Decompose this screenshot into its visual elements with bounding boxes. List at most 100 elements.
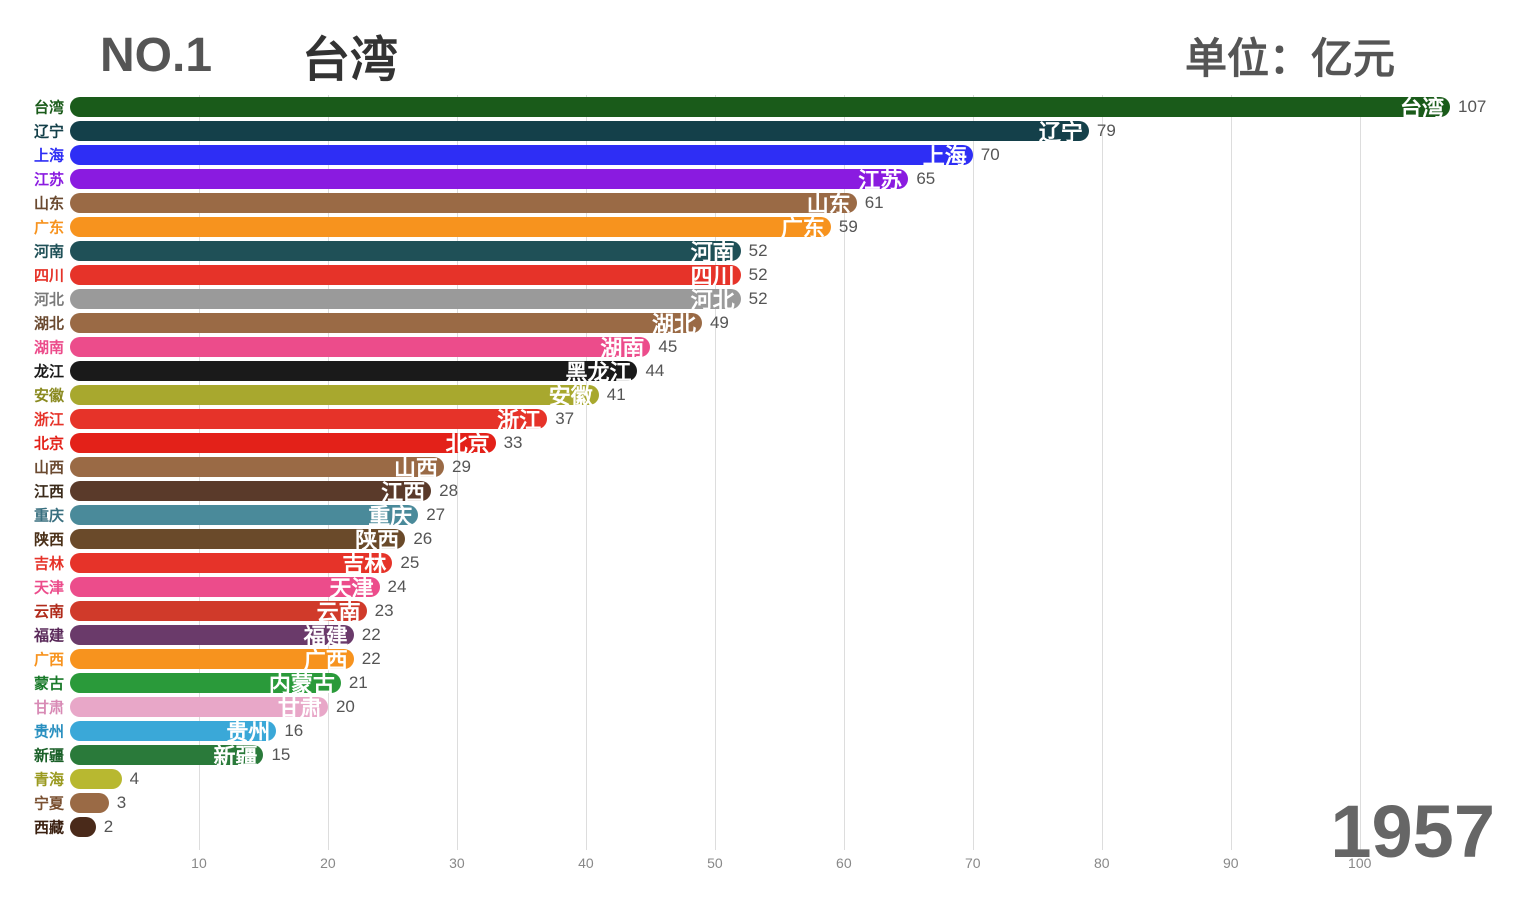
bar-row: 福建福建22 [70, 623, 1450, 647]
xtick-label: 80 [1094, 855, 1110, 871]
y-axis-label: 台湾 [34, 97, 64, 118]
bar-value-label: 22 [362, 649, 381, 669]
bar-row: 上海上海70 [70, 143, 1450, 167]
xtick-label: 50 [707, 855, 723, 871]
bar-row: 宁夏3 [70, 791, 1450, 815]
bar [70, 505, 418, 525]
y-axis-label: 山东 [34, 193, 64, 214]
bar-row: 山东山东61 [70, 191, 1450, 215]
y-axis-label: 云南 [34, 601, 64, 622]
xtick-label: 20 [320, 855, 336, 871]
bar-value-label: 29 [452, 457, 471, 477]
bar-value-label: 45 [658, 337, 677, 357]
xtick-label: 40 [578, 855, 594, 871]
y-axis-label: 宁夏 [34, 793, 64, 814]
y-axis-label: 湖北 [34, 313, 64, 334]
bar [70, 217, 831, 237]
bar-row: 新疆新疆15 [70, 743, 1450, 767]
bar [70, 385, 599, 405]
y-axis-label: 青海 [34, 769, 64, 790]
bar-value-label: 23 [375, 601, 394, 621]
bar-chart: 102030405060708090100台湾台湾107辽宁辽宁79上海上海70… [70, 95, 1450, 855]
bar-row: 河北河北52 [70, 287, 1450, 311]
y-axis-label: 陕西 [34, 529, 64, 550]
bar-row: 辽宁辽宁79 [70, 119, 1450, 143]
bar-row: 江西江西28 [70, 479, 1450, 503]
bar [70, 481, 431, 501]
y-axis-label: 福建 [34, 625, 64, 646]
bar-value-label: 27 [426, 505, 445, 525]
bar-row: 陕西陕西26 [70, 527, 1450, 551]
bar-value-label: 33 [504, 433, 523, 453]
chart-header: NO.1 台湾 单位：亿元 [0, 20, 1535, 90]
xtick-label: 30 [449, 855, 465, 871]
bar [70, 457, 444, 477]
bar-value-label: 79 [1097, 121, 1116, 141]
bar [70, 817, 96, 837]
bar-row: 西藏2 [70, 815, 1450, 839]
bar [70, 361, 637, 381]
y-axis-label: 新疆 [34, 745, 64, 766]
bar-row: 湖南湖南45 [70, 335, 1450, 359]
bar-value-label: 107 [1458, 97, 1486, 117]
bar-row: 江苏江苏65 [70, 167, 1450, 191]
bar [70, 169, 908, 189]
y-axis-label: 江西 [34, 481, 64, 502]
bar-row: 吉林吉林25 [70, 551, 1450, 575]
bar [70, 337, 650, 357]
bar-value-label: 21 [349, 673, 368, 693]
bar-value-label: 44 [645, 361, 664, 381]
y-axis-label: 北京 [34, 433, 64, 454]
bar [70, 193, 857, 213]
y-axis-label: 广东 [34, 217, 64, 238]
bar [70, 289, 741, 309]
bar-row: 安徽安徽41 [70, 383, 1450, 407]
xtick-label: 90 [1223, 855, 1239, 871]
y-axis-label: 四川 [34, 265, 64, 286]
bar-value-label: 20 [336, 697, 355, 717]
y-axis-label: 湖南 [34, 337, 64, 358]
y-axis-label: 上海 [34, 145, 64, 166]
bar-value-label: 28 [439, 481, 458, 501]
bar-row: 湖北湖北49 [70, 311, 1450, 335]
bar-row: 龙江黑龙江44 [70, 359, 1450, 383]
xtick-label: 10 [191, 855, 207, 871]
bar [70, 769, 122, 789]
bar-value-label: 70 [981, 145, 1000, 165]
bar-value-label: 24 [388, 577, 407, 597]
bar-value-label: 25 [400, 553, 419, 573]
bar-value-label: 61 [865, 193, 884, 213]
year-label: 1957 [1330, 789, 1495, 874]
y-axis-label: 吉林 [34, 553, 64, 574]
y-axis-label: 山西 [34, 457, 64, 478]
y-axis-label: 龙江 [34, 361, 64, 382]
bar-row: 台湾台湾107 [70, 95, 1450, 119]
y-axis-label: 天津 [34, 577, 64, 598]
bar-value-label: 3 [117, 793, 126, 813]
bar-row: 四川四川52 [70, 263, 1450, 287]
top-name: 台湾 [302, 20, 398, 90]
bar-row: 浙江浙江37 [70, 407, 1450, 431]
bar-row: 广东广东59 [70, 215, 1450, 239]
bar-value-label: 15 [271, 745, 290, 765]
y-axis-label: 辽宁 [34, 121, 64, 142]
unit-label: 单位：亿元 [1185, 25, 1395, 86]
bar-value-label: 2 [104, 817, 113, 837]
bar-row: 青海4 [70, 767, 1450, 791]
y-axis-label: 甘肃 [34, 697, 64, 718]
bar [70, 241, 741, 261]
bar-row: 云南云南23 [70, 599, 1450, 623]
bar [70, 121, 1089, 141]
y-axis-label: 西藏 [34, 817, 64, 838]
y-axis-label: 浙江 [34, 409, 64, 430]
bar-value-label: 52 [749, 289, 768, 309]
y-axis-label: 江苏 [34, 169, 64, 190]
y-axis-label: 河北 [34, 289, 64, 310]
bar [70, 97, 1450, 117]
bar-value-label: 52 [749, 241, 768, 261]
bar [70, 793, 109, 813]
bar-value-label: 49 [710, 313, 729, 333]
bar-value-label: 65 [916, 169, 935, 189]
bar-value-label: 37 [555, 409, 574, 429]
bar-row: 北京北京33 [70, 431, 1450, 455]
